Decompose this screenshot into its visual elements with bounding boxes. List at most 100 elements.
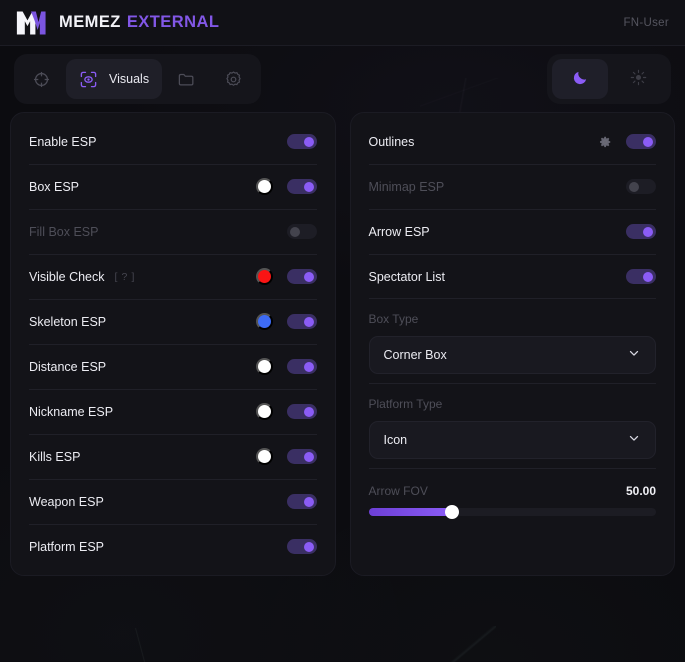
- row-enable-esp[interactable]: Enable ESP: [11, 119, 335, 164]
- row-controls: [626, 179, 656, 194]
- row-outlines[interactable]: Outlines: [351, 119, 675, 164]
- toggle-knob: [303, 271, 314, 282]
- row-skeleton-esp[interactable]: Skeleton ESP: [11, 299, 335, 344]
- toggle-weapon-esp[interactable]: [286, 494, 317, 509]
- slider-fill: [368, 508, 452, 516]
- select-box-type[interactable]: Corner Box: [368, 336, 656, 374]
- toggle-outlines[interactable]: [626, 134, 656, 149]
- folder-icon: [177, 70, 196, 89]
- chevron-down-icon: [627, 346, 641, 365]
- row-label: Nickname ESP: [29, 404, 114, 419]
- toggle-minimap-esp[interactable]: [626, 179, 656, 194]
- toggle-enable-esp[interactable]: [286, 134, 317, 149]
- row-label: Box ESP: [29, 179, 80, 194]
- row-box-esp[interactable]: Box ESP: [11, 164, 335, 209]
- toggle-box-esp[interactable]: [286, 179, 317, 194]
- color-swatch-box-esp[interactable]: [255, 178, 273, 195]
- brand-primary: MEMEZ: [59, 13, 121, 31]
- toggle-knob: [303, 181, 314, 192]
- tab-visuals-label: Visuals: [109, 72, 150, 86]
- visuals-right-panel: Outlines Minimap ESP Arrow ESP: [349, 112, 675, 576]
- row-label: Visible Check: [29, 269, 105, 284]
- sun-icon: [630, 69, 647, 89]
- tab-visuals[interactable]: Visuals: [66, 59, 163, 99]
- toggle-knob: [303, 361, 314, 372]
- row-label: Outlines: [368, 134, 415, 149]
- toggle-knob: [303, 451, 314, 462]
- row-kills-esp[interactable]: Kills ESP: [11, 434, 335, 479]
- toggle-knob: [303, 316, 314, 327]
- row-spectator-list[interactable]: Spectator List: [351, 254, 675, 299]
- row-visible-check[interactable]: Visible Check [ ? ]: [11, 254, 335, 299]
- settings-panels: Enable ESP Box ESP Fill Box ESP Visible …: [0, 112, 685, 576]
- brand-title: MEMEZ EXTERNAL: [59, 13, 219, 32]
- row-fill-box-esp[interactable]: Fill Box ESP: [11, 209, 335, 254]
- slider-track[interactable]: [368, 505, 656, 519]
- toggle-platform-esp[interactable]: [286, 539, 317, 554]
- toggle-visible-check[interactable]: [286, 269, 317, 284]
- toggle-arrow-esp[interactable]: [626, 224, 656, 239]
- tab-settings[interactable]: [211, 59, 256, 99]
- toggle-nickname-esp[interactable]: [286, 404, 317, 419]
- theme-dark-button[interactable]: [552, 59, 608, 99]
- row-label: Weapon ESP: [29, 494, 104, 509]
- field-label: Platform Type: [368, 397, 443, 411]
- select-platform-type[interactable]: Icon: [368, 421, 656, 459]
- slider-arrow-fov: Arrow FOV 50.00: [351, 468, 675, 528]
- slider-label: Arrow FOV: [368, 484, 428, 498]
- field-box-type: Box Type Corner Box: [351, 298, 675, 384]
- row-controls: [626, 269, 656, 284]
- outlines-settings-gear-icon[interactable]: [598, 135, 612, 149]
- row-platform-esp[interactable]: Platform ESP: [11, 524, 335, 569]
- memez-logo-icon: [16, 10, 46, 36]
- color-swatch-nickname-esp[interactable]: [255, 403, 273, 420]
- row-controls: [286, 494, 317, 509]
- tab-configs[interactable]: [164, 59, 209, 99]
- toggle-skeleton-esp[interactable]: [286, 314, 317, 329]
- crosshair-icon: [32, 70, 51, 89]
- user-label: FN-User: [623, 16, 669, 29]
- color-swatch-distance-esp[interactable]: [255, 358, 273, 375]
- theme-toggle-group: [547, 54, 671, 104]
- row-label: Enable ESP: [29, 134, 97, 149]
- row-label: Platform ESP: [29, 539, 105, 554]
- toggle-knob: [303, 136, 314, 147]
- tab-aimbot[interactable]: [19, 59, 64, 99]
- theme-light-button[interactable]: [610, 59, 666, 99]
- toolbar: Visuals: [0, 46, 685, 112]
- row-arrow-esp[interactable]: Arrow ESP: [351, 209, 675, 254]
- row-label: Fill Box ESP: [29, 224, 99, 239]
- row-controls: [286, 539, 317, 554]
- color-swatch-kills-esp[interactable]: [255, 448, 273, 465]
- help-hint[interactable]: [ ? ]: [114, 270, 136, 283]
- row-controls: [255, 313, 317, 330]
- field-label: Box Type: [368, 312, 419, 326]
- field-platform-type: Platform Type Icon: [351, 383, 675, 469]
- row-weapon-esp[interactable]: Weapon ESP: [11, 479, 335, 524]
- row-controls: [286, 134, 317, 149]
- toggle-kills-esp[interactable]: [286, 449, 317, 464]
- row-distance-esp[interactable]: Distance ESP: [11, 344, 335, 389]
- row-controls: [286, 224, 317, 239]
- row-controls: [598, 134, 656, 149]
- toggle-knob: [289, 226, 300, 237]
- toggle-fill-box-esp[interactable]: [286, 224, 317, 239]
- row-controls: [626, 224, 656, 239]
- row-label: Minimap ESP: [368, 179, 445, 194]
- slider-thumb[interactable]: [444, 505, 459, 519]
- slider-value: 50.00: [625, 484, 656, 498]
- color-swatch-visible-check[interactable]: [255, 268, 273, 285]
- row-controls: [255, 448, 317, 465]
- row-label: Spectator List: [368, 269, 445, 284]
- toggle-spectator-list[interactable]: [626, 269, 656, 284]
- row-minimap-esp[interactable]: Minimap ESP: [351, 164, 675, 209]
- row-controls: [255, 358, 317, 375]
- row-nickname-esp[interactable]: Nickname ESP: [11, 389, 335, 434]
- toggle-distance-esp[interactable]: [286, 359, 317, 374]
- toggle-knob: [643, 226, 653, 237]
- gear-icon: [224, 70, 243, 89]
- background-watermark: [448, 626, 496, 662]
- toggle-knob: [303, 406, 314, 417]
- color-swatch-skeleton-esp[interactable]: [255, 313, 273, 330]
- toggle-knob: [303, 496, 314, 507]
